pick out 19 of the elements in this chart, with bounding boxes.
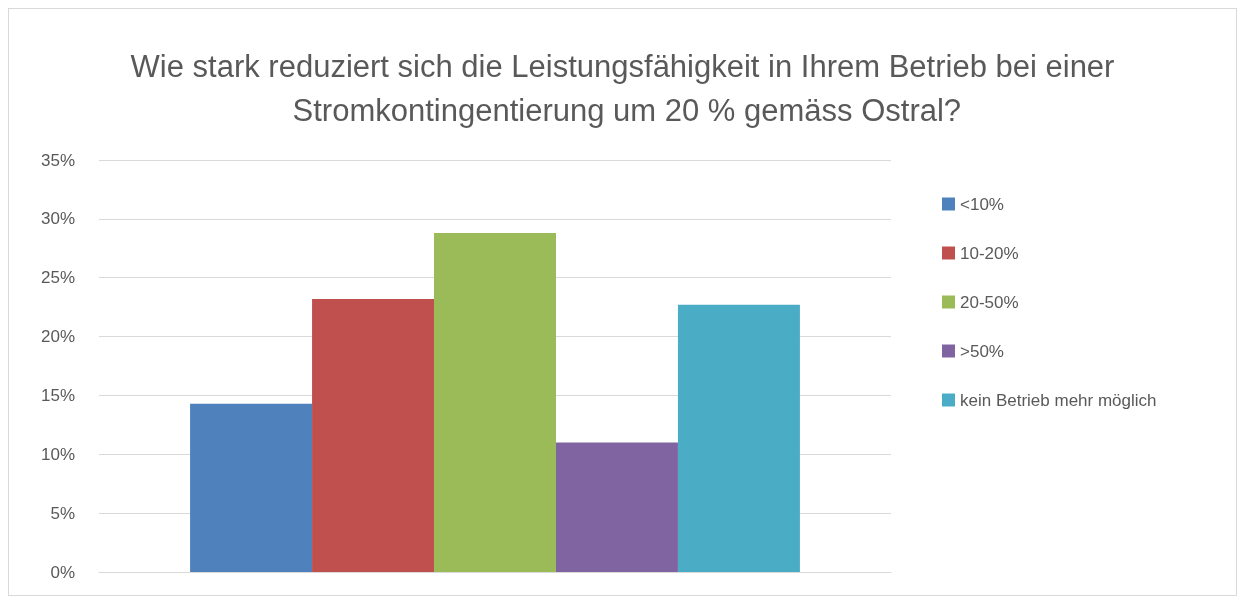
bar — [555, 442, 678, 572]
legend-label: >50% — [960, 341, 1004, 361]
y-tick-label: 5% — [50, 503, 75, 523]
legend-label: 10-20% — [960, 243, 1019, 263]
y-tick-label: 15% — [40, 385, 75, 405]
bar — [190, 403, 313, 572]
y-tick-label: 25% — [40, 268, 75, 288]
y-tick-label: 30% — [40, 209, 75, 229]
y-tick-label: 0% — [50, 562, 75, 582]
y-tick-label: 10% — [40, 444, 75, 464]
y-tick-label: 20% — [40, 327, 75, 347]
bar — [312, 298, 435, 572]
bar — [677, 304, 800, 572]
legend-label: kein Betrieb mehr möglich — [960, 390, 1157, 410]
chart-title: Wie stark reduziert sich die Leistungsfähigkeit in Ihrem Betrieb bei einer Stromkontingentierung um 20 % gemäss Ostral? — [130, 48, 1115, 128]
bar — [434, 232, 556, 572]
legend-label: <10% — [960, 194, 1004, 214]
y-tick-label: 35% — [40, 150, 75, 170]
legend-label: 20-50% — [960, 292, 1019, 312]
